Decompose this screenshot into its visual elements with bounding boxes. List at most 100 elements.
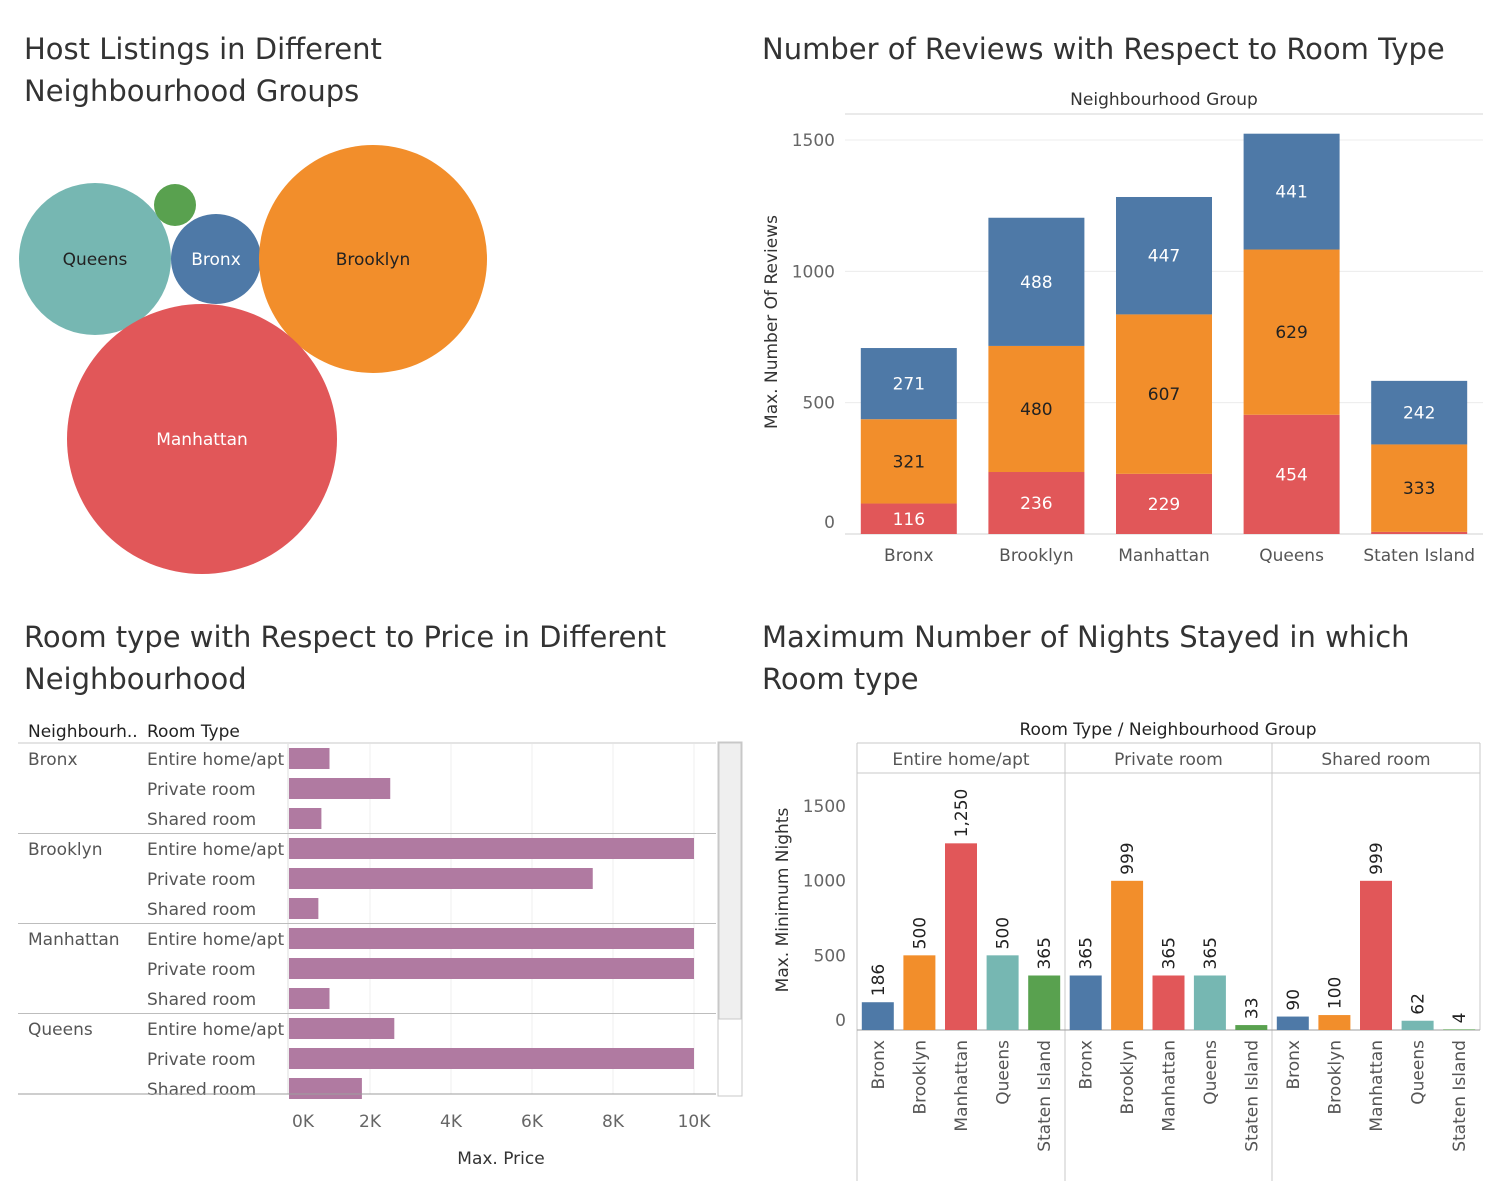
bubble-label-queens: Queens: [63, 250, 128, 270]
reviews-bar-queens: [1243, 414, 1340, 534]
price-room-label: Private room: [147, 1050, 256, 1070]
nights-data-label: 33: [1242, 997, 1262, 1019]
price-chart-title: Room type with Respect to Price in Diffe…: [24, 620, 667, 696]
reviews-bar-bronx: [860, 503, 957, 534]
nights-header: Room Type / Neighbourhood Group: [1019, 720, 1316, 740]
reviews-bar-queens: [1243, 133, 1340, 250]
nights-x-tick-brooklyn: Brooklyn: [910, 1040, 930, 1114]
nights-pane-private-room: Private room: [1114, 750, 1223, 770]
nights-x-tick-staten-island: Staten Island: [1035, 1040, 1055, 1152]
price-bar-queens: [289, 1078, 362, 1099]
reviews-data-label: 447: [1148, 247, 1180, 267]
price-group-brooklyn: Brooklyn: [28, 840, 102, 860]
nights-y-tick: 1000: [803, 872, 846, 892]
nights-chart-title: Maximum Number of Nights Stayed in which…: [762, 620, 1410, 696]
nights-data-label: 100: [1325, 977, 1345, 1009]
nights-data-label: 90: [1284, 989, 1304, 1011]
price-x-tick: 6K: [521, 1112, 544, 1132]
nights-x-tick-staten-island: Staten Island: [1450, 1040, 1470, 1152]
nights-bar-staten-island: [1443, 1029, 1476, 1030]
price-group-manhattan: Manhattan: [28, 930, 120, 950]
nights-x-tick-brooklyn: Brooklyn: [1325, 1040, 1345, 1114]
nights-bar-queens: [1193, 975, 1226, 1030]
nights-pane-shared-room: Shared room: [1321, 750, 1430, 770]
price-x-tick: 0K: [292, 1112, 315, 1132]
reviews-data-label: 629: [1275, 323, 1307, 343]
reviews-data-label: 321: [893, 452, 925, 472]
nights-data-label: 365: [1160, 937, 1180, 969]
price-room-label: Shared room: [147, 810, 256, 830]
reviews-header: Neighbourhood Group: [1070, 90, 1258, 110]
reviews-y-tick: 500: [803, 394, 835, 414]
nights-bar-brooklyn: [1318, 1015, 1351, 1030]
reviews-data-label: 242: [1403, 404, 1435, 424]
reviews-data-label: 441: [1275, 183, 1307, 203]
price-room-label: Private room: [147, 870, 256, 890]
price-group-bronx: Bronx: [28, 750, 78, 770]
reviews-data-label: 333: [1403, 479, 1435, 499]
bubble-queens: [19, 183, 171, 335]
reviews-bar-staten-island: [1371, 531, 1468, 534]
price-bar-manhattan: [289, 988, 330, 1009]
reviews-y-tick: 1000: [792, 262, 835, 282]
reviews-data-label: 116: [893, 510, 925, 530]
reviews-x-tick-staten-island: Staten Island: [1363, 546, 1475, 566]
nights-data-label: 365: [1077, 937, 1097, 969]
nights-data-label: 999: [1118, 842, 1138, 874]
nights-x-tick-queens: Queens: [1201, 1040, 1221, 1105]
price-bar-brooklyn: [289, 868, 593, 889]
bubble-label-bronx: Bronx: [191, 250, 241, 270]
price-x-tick: 8K: [602, 1112, 625, 1132]
reviews-bar-manhattan: [1116, 196, 1212, 315]
price-room-label: Shared room: [147, 1080, 256, 1100]
price-room-label: Shared room: [147, 990, 256, 1010]
nights-data-label: 62: [1409, 993, 1429, 1015]
price-bar-brooklyn: [289, 838, 694, 859]
nights-pane-entire-home-apt: Entire home/apt: [892, 750, 1030, 770]
nights-bar-queens: [1401, 1020, 1434, 1030]
price-col-header-neighbourhood: Neighbourh..: [28, 722, 138, 742]
nights-x-tick-manhattan: Manhattan: [952, 1040, 972, 1132]
price-bar-manhattan: [289, 958, 694, 979]
nights-bar-bronx: [1069, 975, 1102, 1030]
price-room-label: Private room: [147, 960, 256, 980]
price-room-label: Entire home/apt: [147, 930, 285, 950]
nights-bar-brooklyn: [1111, 880, 1144, 1030]
bubble-bronx: [171, 214, 261, 304]
nights-x-tick-manhattan: Manhattan: [1160, 1040, 1180, 1132]
nights-y-tick: 1500: [803, 797, 846, 817]
reviews-bar-brooklyn: [988, 472, 1085, 534]
nights-x-tick-manhattan: Manhattan: [1367, 1040, 1387, 1132]
nights-x-tick-queens: Queens: [994, 1040, 1014, 1105]
reviews-data-label: 607: [1148, 385, 1180, 405]
price-scrollbar-thumb: [718, 742, 742, 1020]
nights-bar-bronx: [861, 1002, 894, 1030]
price-room-label: Entire home/apt: [147, 840, 285, 860]
nights-y-tick: 500: [814, 946, 846, 966]
reviews-data-label: 454: [1275, 465, 1307, 485]
bubble-staten-island: [154, 184, 196, 226]
reviews-data-label: 271: [893, 375, 925, 395]
reviews-bar-bronx: [860, 419, 957, 504]
nights-data-label: 999: [1367, 842, 1387, 874]
reviews-x-tick-brooklyn: Brooklyn: [999, 546, 1073, 566]
reviews-data-label: 236: [1020, 494, 1052, 514]
nights-bar-staten-island: [1028, 975, 1061, 1030]
reviews-x-tick-queens: Queens: [1259, 546, 1324, 566]
price-bar-bronx: [289, 808, 322, 829]
reviews-bar-bronx: [860, 348, 957, 420]
price-room-label: Shared room: [147, 900, 256, 920]
nights-x-tick-bronx: Bronx: [869, 1040, 889, 1090]
reviews-data-label: 488: [1020, 273, 1052, 293]
nights-chart: Room Type / Neighbourhood Group 0 500 1000 1…: [773, 720, 1481, 1181]
nights-data-label: 365: [1035, 937, 1055, 969]
reviews-bar-brooklyn: [988, 345, 1085, 473]
reviews-data-label: 480: [1020, 400, 1052, 420]
reviews-x-tick-bronx: Bronx: [884, 546, 934, 566]
reviews-chart: Neighbourhood Group 0 500 1000 1500 Max. Numb…: [762, 90, 1483, 566]
nights-bar-staten-island: [1235, 1025, 1268, 1030]
price-bar-queens: [289, 1048, 694, 1069]
price-group-queens: Queens: [28, 1020, 93, 1040]
reviews-bar-staten-island: [1371, 444, 1468, 532]
